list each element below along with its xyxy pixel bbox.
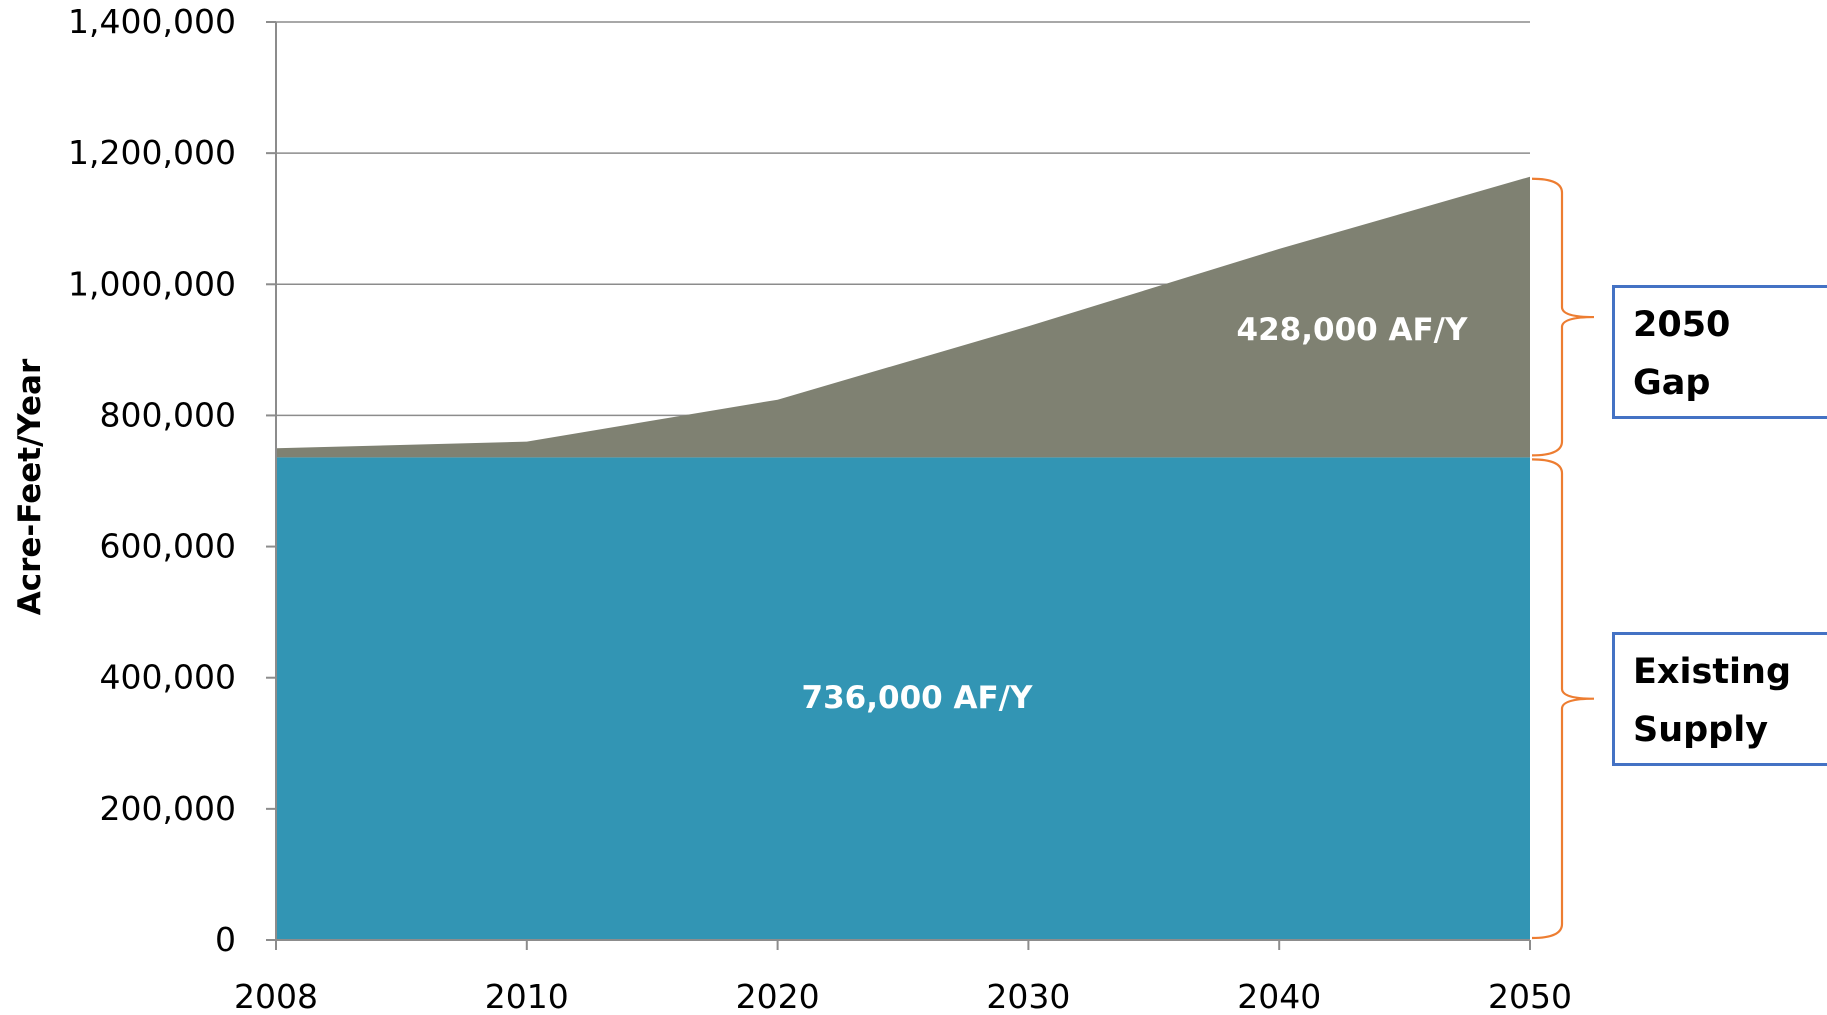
brackets	[1531, 177, 1595, 940]
y-axis-label: Acre-Feet/Year	[12, 358, 48, 615]
y-tick-label-1: 200,000	[100, 789, 236, 828]
x-tick-label-1: 2010	[485, 977, 569, 1015]
y-tick-labels: 0 200,000 400,000 600,000 800,000 1,000,000 1,…	[68, 2, 236, 959]
x-tick-label-0: 2008	[234, 977, 318, 1015]
gap-value-label: 428,000 AF/Y	[1237, 312, 1468, 348]
gap-legend-line1: 2050	[1633, 305, 1731, 345]
gap-legend-line2: Gap	[1633, 363, 1711, 403]
area-series	[276, 176, 1530, 940]
x-tick-label-3: 2030	[986, 977, 1070, 1015]
x-tick-label-4: 2040	[1237, 977, 1321, 1015]
supply-legend-box: Existing Supply	[1612, 632, 1827, 766]
x-tick-labels: 2008 2010 2020 2030 2040 2050	[234, 977, 1572, 1015]
y-tick-label-3: 600,000	[100, 527, 236, 566]
gap-bracket	[1531, 177, 1595, 457]
y-tick-label-2: 400,000	[100, 658, 236, 697]
supply-bracket	[1531, 458, 1595, 940]
axes	[266, 21, 1531, 950]
supply-legend-line1: Existing	[1633, 652, 1792, 692]
y-tick-label-6: 1,200,000	[68, 133, 236, 172]
x-tick-label-2: 2020	[736, 977, 820, 1015]
y-tick-label-5: 1,000,000	[68, 264, 236, 303]
supply-legend-line2: Supply	[1633, 710, 1769, 750]
y-tick-label-0: 0	[215, 920, 236, 959]
supply-value-label: 736,000 AF/Y	[802, 680, 1033, 716]
y-tick-label-4: 800,000	[100, 395, 236, 434]
x-tick-label-5: 2050	[1488, 977, 1572, 1015]
gap-legend-box: 2050 Gap	[1612, 285, 1827, 419]
area-existing-supply	[276, 457, 1530, 940]
area-2050-gap	[276, 176, 1530, 458]
y-tick-label-7: 1,400,000	[68, 2, 236, 41]
